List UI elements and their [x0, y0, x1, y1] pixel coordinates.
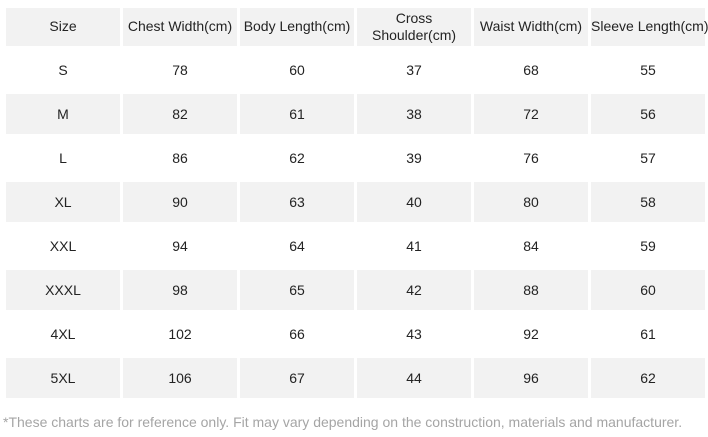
- chest-width-cell: 82: [123, 94, 237, 134]
- cross-shoulder-cell: 37: [357, 50, 471, 90]
- body-length-cell: 64: [240, 226, 354, 266]
- chest-width-cell: 102: [123, 314, 237, 354]
- cross-shoulder-cell: 42: [357, 270, 471, 310]
- table-row-5xl: 5XL 106 67 44 96 62: [6, 358, 705, 398]
- table-row-m: M 82 61 38 72 56: [6, 94, 705, 134]
- cross-shoulder-cell: 43: [357, 314, 471, 354]
- size-cell: 5XL: [6, 358, 120, 398]
- body-length-cell: 67: [240, 358, 354, 398]
- disclaimer-footnote: *These charts are for reference only. Fi…: [3, 414, 683, 430]
- body-length-cell: 63: [240, 182, 354, 222]
- body-length-cell: 66: [240, 314, 354, 354]
- sleeve-length-cell: 61: [591, 314, 705, 354]
- waist-width-cell: 96: [474, 358, 588, 398]
- col-header-cross-shoulder: Cross Shoulder(cm): [357, 8, 471, 46]
- col-header-waist-width: Waist Width(cm): [474, 8, 588, 46]
- chest-width-cell: 94: [123, 226, 237, 266]
- sleeve-length-cell: 57: [591, 138, 705, 178]
- sleeve-length-cell: 59: [591, 226, 705, 266]
- table-row-xxxl: XXXL 98 65 42 88 60: [6, 270, 705, 310]
- size-cell: M: [6, 94, 120, 134]
- header-row: Size Chest Width(cm) Body Length(cm) Cro…: [6, 8, 708, 46]
- body-length-cell: 60: [240, 50, 354, 90]
- sleeve-length-cell: 58: [591, 182, 705, 222]
- waist-width-cell: 88: [474, 270, 588, 310]
- table-row-4xl: 4XL 102 66 43 92 61: [6, 314, 705, 354]
- sleeve-length-cell: 60: [591, 270, 705, 310]
- cross-shoulder-cell: 40: [357, 182, 471, 222]
- size-cell: XXXL: [6, 270, 120, 310]
- size-chart-table: Size Chest Width(cm) Body Length(cm) Cro…: [3, 4, 708, 402]
- size-cell: XXL: [6, 226, 120, 266]
- waist-width-cell: 92: [474, 314, 588, 354]
- chest-width-cell: 106: [123, 358, 237, 398]
- cross-shoulder-cell: 44: [357, 358, 471, 398]
- waist-width-cell: 72: [474, 94, 588, 134]
- sleeve-length-cell: 56: [591, 94, 705, 134]
- chest-width-cell: 86: [123, 138, 237, 178]
- size-cell: XL: [6, 182, 120, 222]
- waist-width-cell: 76: [474, 138, 588, 178]
- cross-shoulder-cell: 38: [357, 94, 471, 134]
- table-row-s: S 78 60 37 68 55: [6, 50, 705, 90]
- body-length-cell: 61: [240, 94, 354, 134]
- table-row-l: L 86 62 39 76 57: [6, 138, 705, 178]
- sleeve-length-cell: 55: [591, 50, 705, 90]
- body-length-cell: 65: [240, 270, 354, 310]
- size-cell: 4XL: [6, 314, 120, 354]
- chest-width-cell: 98: [123, 270, 237, 310]
- size-cell: S: [6, 50, 120, 90]
- table-row-xl: XL 90 63 40 80 58: [6, 182, 705, 222]
- table-row-xxl: XXL 94 64 41 84 59: [6, 226, 705, 266]
- col-header-sleeve-length: Sleeve Length(cm): [591, 8, 708, 46]
- waist-width-cell: 68: [474, 50, 588, 90]
- waist-width-cell: 80: [474, 182, 588, 222]
- cross-shoulder-cell: 41: [357, 226, 471, 266]
- size-cell: L: [6, 138, 120, 178]
- cross-shoulder-cell: 39: [357, 138, 471, 178]
- body-length-cell: 62: [240, 138, 354, 178]
- waist-width-cell: 84: [474, 226, 588, 266]
- col-header-size: Size: [6, 8, 120, 46]
- col-header-chest-width: Chest Width(cm): [123, 8, 237, 46]
- chest-width-cell: 78: [123, 50, 237, 90]
- col-header-body-length: Body Length(cm): [240, 8, 354, 46]
- sleeve-length-cell: 62: [591, 358, 705, 398]
- chest-width-cell: 90: [123, 182, 237, 222]
